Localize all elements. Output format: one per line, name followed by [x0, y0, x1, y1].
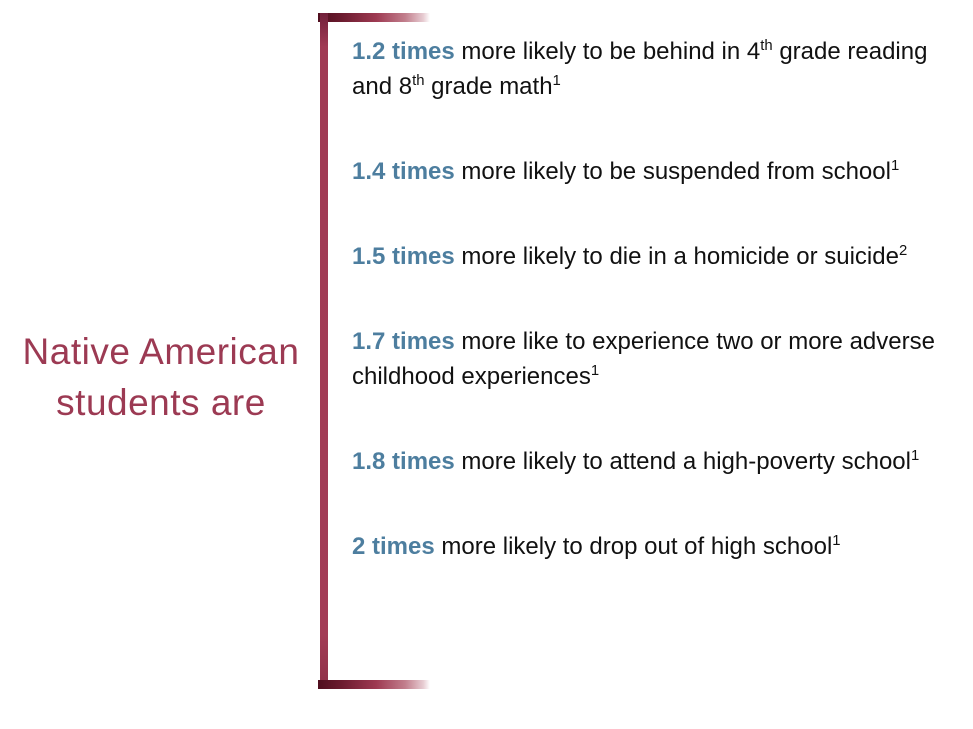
stat-description: more likely to drop out of high school1 [441, 533, 841, 560]
stat-item: 1.2 times more likely to be behind in 4t… [352, 34, 952, 104]
stat-item: 1.5 times more likely to die in a homici… [352, 239, 952, 274]
stat-multiplier: 2 times [352, 533, 435, 560]
stat-multiplier: 1.8 times [352, 448, 455, 475]
citation-superscript: 1 [832, 533, 841, 549]
citation-superscript: 1 [910, 448, 920, 464]
page-title: Native American students are [22, 331, 300, 423]
bracket-top-bar [318, 13, 430, 22]
stat-description: more likely to die in a homicide or suic… [461, 243, 908, 270]
stat-item: 1.8 times more likely to attend a high-p… [352, 444, 952, 479]
stat-multiplier: 1.4 times [352, 158, 455, 185]
bracket-vertical-bar [320, 13, 328, 689]
stat-multiplier: 1.5 times [352, 243, 455, 270]
citation-superscript: th [412, 73, 425, 89]
bracket-bottom-bar [318, 680, 430, 689]
stat-description: more likely to attend a high-poverty sch… [461, 448, 920, 475]
stat-description: more like to experience two or more adve… [352, 328, 935, 390]
stat-item: 2 times more likely to drop out of high … [352, 529, 952, 564]
citation-superscript: th [760, 38, 773, 54]
stat-item: 1.7 times more like to experience two or… [352, 324, 952, 394]
stat-description: more likely to be suspended from school1 [461, 158, 900, 185]
citation-superscript: 1 [890, 158, 900, 174]
stat-multiplier: 1.2 times [352, 38, 455, 65]
citation-superscript: 1 [590, 363, 600, 379]
citation-superscript: 1 [552, 73, 561, 89]
stat-item: 1.4 times more likely to be suspended fr… [352, 154, 952, 189]
stat-description: more likely to be behind in 4th grade re… [352, 38, 928, 100]
stat-multiplier: 1.7 times [352, 328, 455, 355]
citation-superscript: 2 [898, 243, 908, 259]
stats-list: 1.2 times more likely to be behind in 4t… [352, 34, 952, 564]
